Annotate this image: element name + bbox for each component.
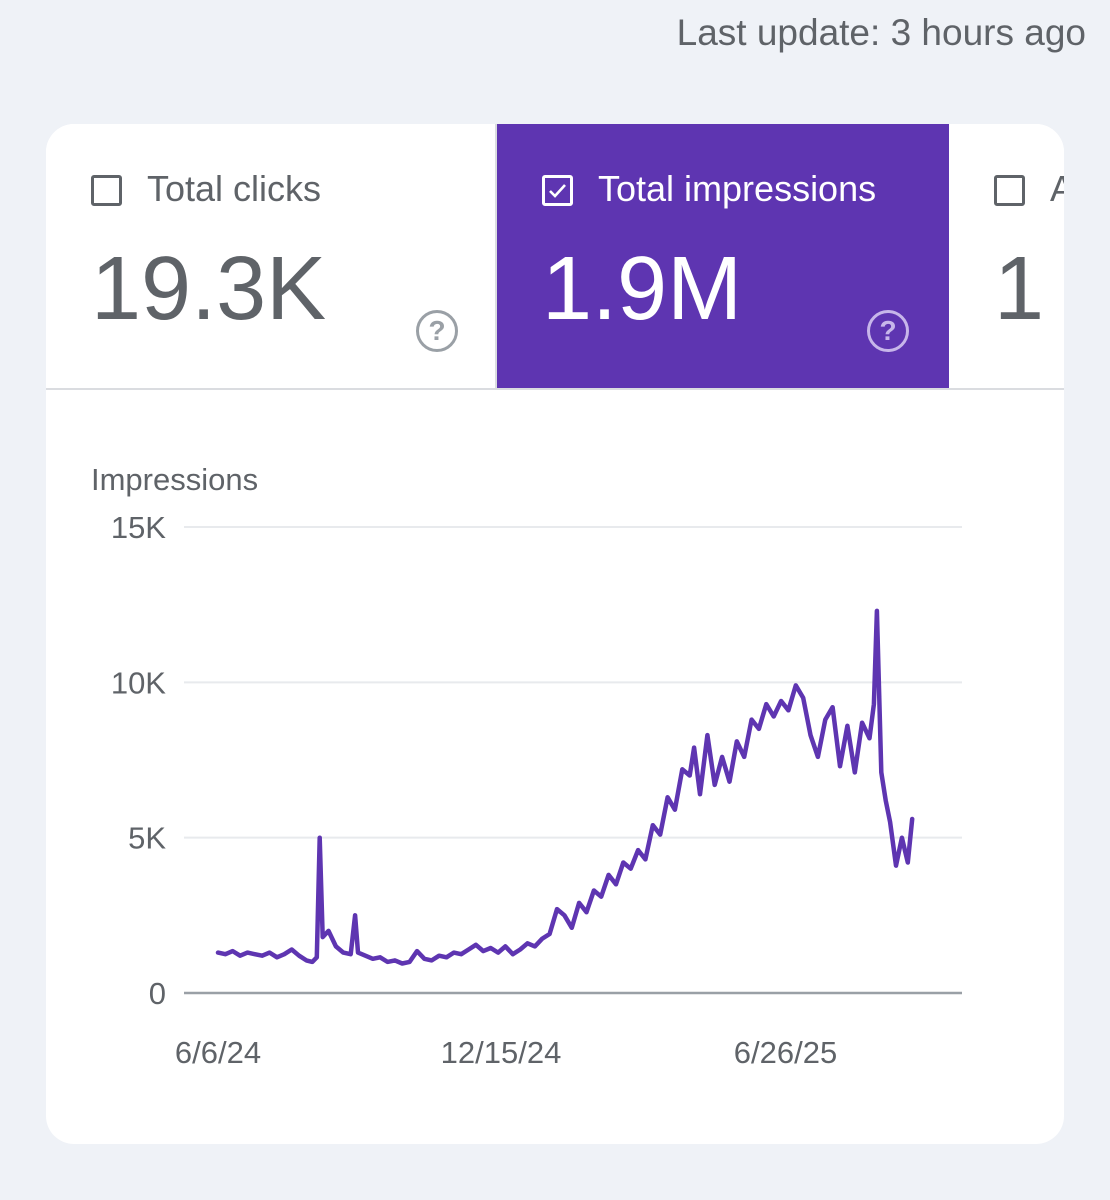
partial-metric-value: 1 xyxy=(994,239,1045,339)
partial-metric-label: A xyxy=(1050,168,1064,209)
y-tick-label: 10K xyxy=(111,665,166,700)
impressions-chart-area: Impressions 0 5K 10K 15K 6/6/24 12/15/24 6/26/… xyxy=(46,388,1064,1144)
total-impressions-value: 1.9M xyxy=(542,239,743,339)
x-tick-label: 12/15/24 xyxy=(441,1035,562,1070)
total-clicks-label: Total clicks xyxy=(147,168,322,209)
total-impressions-checkbox[interactable] xyxy=(542,175,573,206)
tab-divider xyxy=(495,124,497,388)
tab-total-clicks[interactable]: Total clicks 19.3K ? xyxy=(46,124,498,388)
total-clicks-checkbox[interactable] xyxy=(91,175,122,206)
total-clicks-value: 19.3K xyxy=(91,239,327,339)
y-axis-label: Impressions xyxy=(91,462,258,497)
impressions-line xyxy=(215,608,915,966)
x-tick-label: 6/26/25 xyxy=(734,1035,837,1070)
performance-card: Total clicks 19.3K ? Total impressions 1… xyxy=(46,124,1064,1144)
tab-partial-metric[interactable]: A 1 xyxy=(949,124,1064,388)
impressions-chart: Impressions 0 5K 10K 15K 6/6/24 12/15/24 6/26/… xyxy=(91,462,962,1070)
y-tick-label: 15K xyxy=(111,510,166,545)
partial-metric-checkbox[interactable] xyxy=(994,175,1025,206)
checkmark-icon xyxy=(549,184,566,198)
y-tick-label: 0 xyxy=(149,976,166,1011)
y-tick-label: 5K xyxy=(128,821,166,856)
x-tick-label: 6/6/24 xyxy=(175,1035,261,1070)
total-impressions-label: Total impressions xyxy=(598,168,877,209)
metric-tabs: Total clicks 19.3K ? Total impressions 1… xyxy=(46,124,1064,390)
tab-total-impressions[interactable]: Total impressions 1.9M ? xyxy=(497,124,949,388)
help-icon[interactable]: ? xyxy=(416,310,458,352)
help-icon[interactable]: ? xyxy=(867,310,909,352)
last-update-text: Last update: 3 hours ago xyxy=(676,12,1086,53)
